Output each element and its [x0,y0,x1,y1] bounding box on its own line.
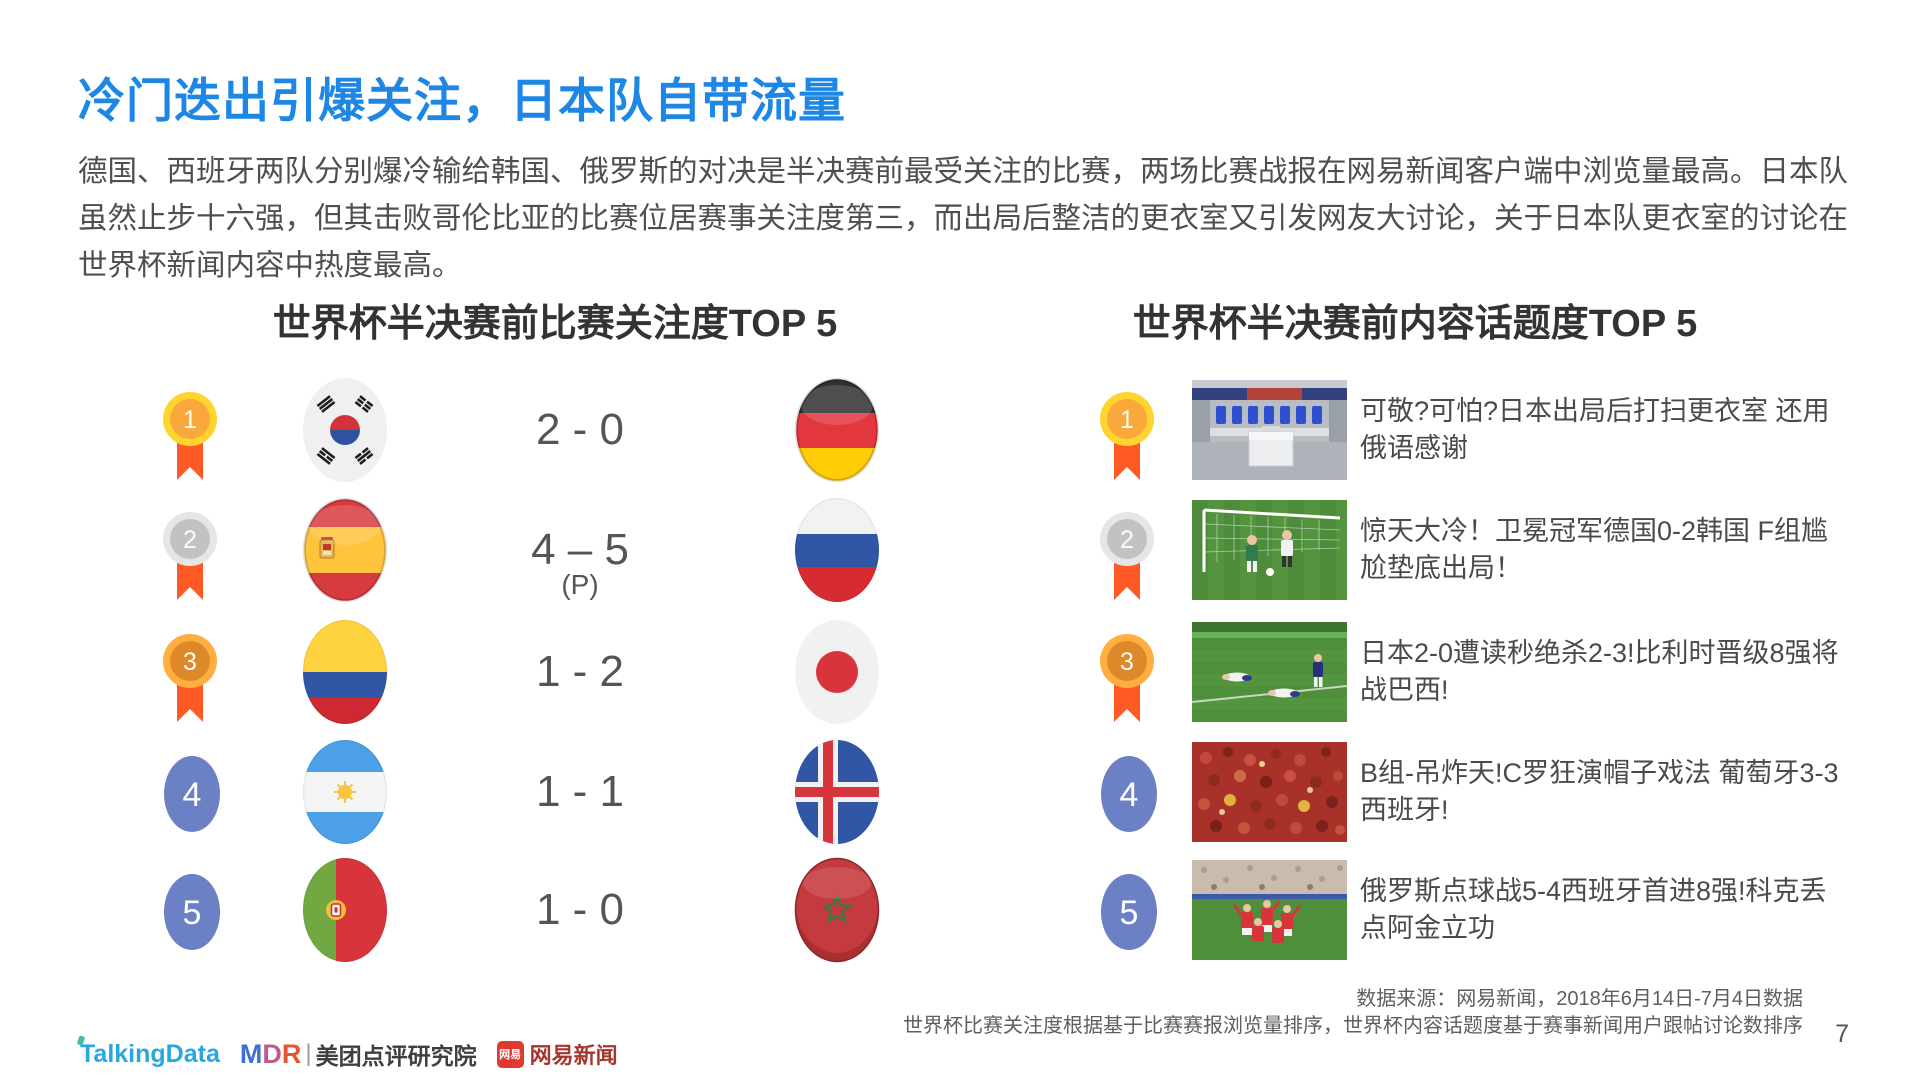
rank-number: 5 [183,894,202,932]
rank-number: 4 [183,776,202,814]
flag-germany-icon [794,377,880,488]
topic-headline: 惊天大冷！卫冕冠军德国0-2韩国 F组尴尬垫底出局！ [1360,516,1829,583]
match-score: 1 - 1 [535,767,625,816]
rank-number: 2 [1120,526,1134,554]
mdr-suffix-text: 美团点评研究院 [315,1043,477,1069]
match-rank-5: 5 [162,872,222,957]
netease-app-icon: 网易 [496,1040,524,1068]
talkingdata-logo-text: TalkingData [80,1039,220,1068]
topic-rank-1: 1 [1097,390,1157,491]
topic-headline: B组-吊炸天!C罗狂演帽子戏法 葡萄牙3-3西班牙! [1360,758,1839,825]
news-thumbnail-fans-crowd [1192,742,1347,842]
rank-number: 3 [1120,648,1134,676]
rank-number: 1 [183,406,197,434]
news-thumbnail-goal-scene [1192,500,1347,600]
intro-paragraph: 德国、西班牙两队分别爆冷输给韩国、俄罗斯的对决是半决赛前最受关注的比赛，两场比赛… [78,155,1849,282]
flag-spain-icon [302,497,388,608]
news-thumbnail-locker-room [1192,380,1347,480]
rank-number: 4 [1120,776,1139,814]
silver-medal-icon: 2 [163,512,217,600]
topic-rank-5: 5 [1099,872,1159,957]
rank-badge-icon: 4 [1101,756,1157,832]
source-line-1: 数据来源：网易新闻，2018年6月14日-7月4日数据 [1356,988,1803,1010]
match-rank-1: 1 [160,390,220,491]
topics-heading: 世界杯半决赛前内容话题度TOP 5 [1132,303,1698,345]
gold-medal-icon: 1 [163,392,217,480]
match-score: 4 – 5 [531,525,629,574]
match-score: 1 - 0 [535,885,625,934]
match-rank-4: 4 [162,754,222,839]
topic-headline: 日本2-0遭读秒绝杀2-3!比利时晋级8强将战巴西! [1360,638,1839,705]
silver-medal-icon: 2 [1100,512,1154,600]
rank-number: 2 [183,526,197,554]
data-source-note: 数据来源：网易新闻，2018年6月14日-7月4日数据 世界杯比赛关注度根据基于… [903,986,1803,1040]
flag-portugal-icon [302,857,388,968]
gold-medal-icon: 1 [1100,392,1154,480]
rank-badge-icon: 5 [164,874,220,950]
flag-iceland-icon [794,739,880,850]
topic-rank-2: 2 [1097,510,1157,611]
news-thumbnail-players-on-pitch [1192,622,1347,722]
flag-morocco-icon [794,857,880,968]
rank-number: 1 [1120,406,1134,434]
match-score: 1 - 2 [535,647,625,696]
match-score: 2 - 0 [535,405,625,454]
page-title: 冷门迭出引爆关注，日本队自带流量 [78,74,846,127]
rank-number: 3 [183,648,197,676]
topic-headline: 可敬?可怕?日本出局后打扫更衣室 还用俄语感谢 [1360,396,1830,463]
flag-south-korea-icon [302,377,388,488]
mdr-letter-r: R [281,1038,302,1069]
matches-heading: 世界杯半决赛前比赛关注度TOP 5 [272,303,838,345]
penalty-note: (P) [561,569,599,600]
flag-russia-icon [794,497,880,608]
page-number: 7 [1835,1020,1849,1048]
news-thumbnail-team-celebration [1192,860,1347,960]
rank-number: 5 [1120,894,1139,932]
match-rank-3: 3 [160,632,220,733]
logo-divider: | [305,1040,312,1067]
flag-japan-icon [794,619,880,730]
bronze-medal-icon: 3 [1100,634,1154,722]
rank-badge-icon: 5 [1101,874,1157,950]
rank-badge-icon: 4 [164,756,220,832]
talkingdata-logo: TalkingData [76,1034,220,1069]
netease-news-logo: 网易 网易新闻 [496,1038,618,1070]
flag-colombia-icon [302,619,388,730]
topic-headline: 俄罗斯点球战5-4西班牙首进8强!科克丢点阿金立功 [1360,876,1827,943]
netease-logo-text: 网易新闻 [529,1043,618,1068]
bronze-medal-icon: 3 [163,634,217,722]
topic-rank-3: 3 [1097,632,1157,733]
flag-argentina-icon [302,739,388,850]
spain-crest [319,537,335,559]
source-line-2: 世界杯比赛关注度根据基于比赛赛报浏览量排序，世界杯内容话题度基于赛事新闻用户跟帖… [903,1015,1803,1037]
match-rank-2: 2 [160,510,220,611]
mdr-letter-d: D [262,1038,282,1069]
topic-rank-4: 4 [1099,754,1159,839]
mdr-letter-m: M [239,1038,263,1069]
